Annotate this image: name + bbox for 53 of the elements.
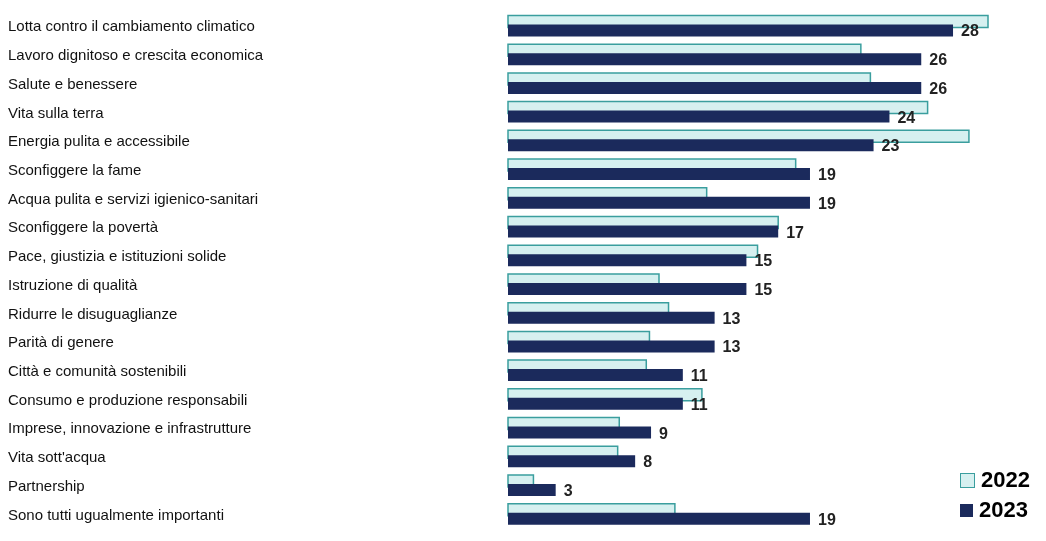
bar — [508, 225, 779, 238]
bar — [508, 369, 683, 382]
data-label: 17 — [786, 223, 805, 241]
data-label: 19 — [817, 510, 836, 528]
legend-label: 2022 — [981, 467, 1030, 493]
y-tick-label: Sono tutti ugualmente importanti — [8, 505, 224, 523]
bar — [508, 426, 652, 439]
data-label: 13 — [722, 309, 741, 327]
data-label: 3 — [563, 482, 573, 499]
y-tick-label: Imprese, innovazione e infrastrutture — [8, 419, 252, 437]
data-label: 13 — [722, 338, 741, 356]
y-tick-label: Pace, giustizia e istituzioni solide — [8, 247, 227, 265]
data-label: 11 — [690, 395, 708, 413]
bar — [508, 340, 715, 353]
y-tick-label: Salute e benessere — [8, 74, 138, 92]
bar — [508, 254, 747, 267]
bar — [508, 24, 954, 37]
bar — [508, 397, 683, 410]
y-tick-label: Lotta contro il cambiamento climatico — [8, 17, 255, 35]
y-tick-label: Parità di genere — [8, 333, 114, 351]
y-tick-label: Ridurre le disuguaglianze — [8, 304, 178, 322]
y-tick-label: Energia pulita e accessibile — [8, 132, 190, 150]
y-tick-label: Partnership — [8, 476, 85, 494]
data-label: 19 — [817, 194, 836, 212]
bar — [508, 484, 556, 496]
y-tick-label: Lavoro dignitoso e crescita economica — [8, 46, 264, 64]
y-tick-label: Vita sott'acqua — [8, 448, 107, 466]
data-label: 15 — [754, 252, 773, 270]
data-label: 26 — [929, 79, 948, 97]
bar — [508, 168, 810, 181]
bar — [508, 196, 810, 209]
data-label: 19 — [817, 166, 836, 184]
y-tick-label: Sconfiggere la fame — [8, 160, 142, 178]
data-label: 9 — [659, 424, 669, 442]
y-tick-label: Acqua pulita e servizi igienico-sanitari — [8, 189, 259, 207]
y-tick-label: Consumo e produzione responsabili — [8, 390, 248, 408]
y-tick-label: Istruzione di qualità — [8, 275, 138, 293]
y-tick-label: Città e comunità sostenibili — [8, 362, 187, 380]
data-label: 8 — [643, 453, 653, 471]
data-label: 15 — [754, 280, 773, 298]
bar — [508, 282, 747, 295]
y-tick-label: Sconfiggere la povertà — [8, 218, 159, 236]
legend-label: 2023 — [979, 497, 1028, 523]
bar — [508, 139, 874, 152]
bar — [508, 81, 922, 94]
bar — [508, 311, 715, 324]
data-label: 11 — [690, 367, 708, 385]
bar — [508, 512, 810, 525]
bar — [508, 110, 890, 123]
y-tick-label: Vita sulla terra — [8, 103, 105, 121]
bar — [508, 53, 922, 66]
bar — [508, 455, 636, 468]
data-label: 26 — [929, 51, 948, 69]
